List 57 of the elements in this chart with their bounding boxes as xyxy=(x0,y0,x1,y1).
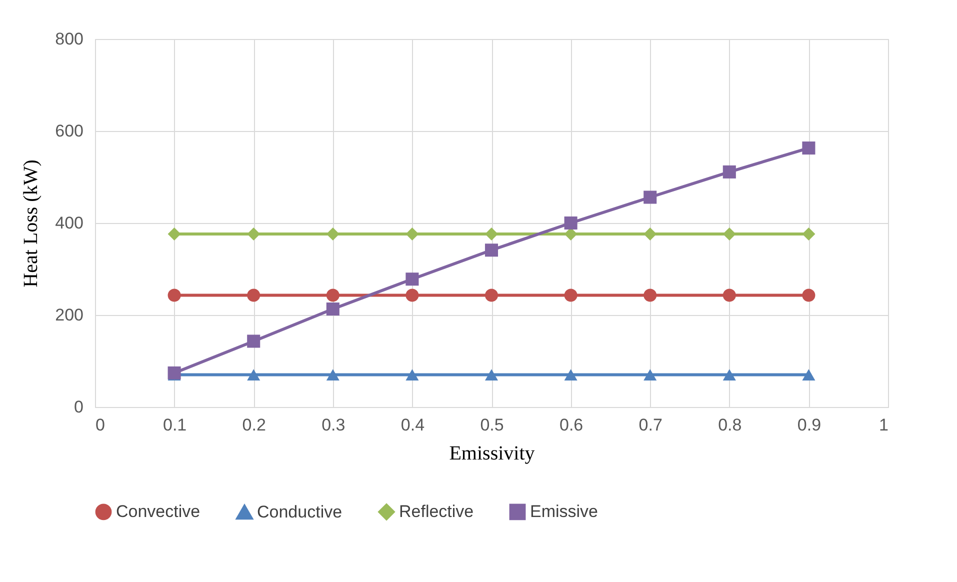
legend-label: Reflective xyxy=(399,502,474,521)
x-tick-label: 0.8 xyxy=(718,416,742,434)
point xyxy=(484,228,498,241)
point xyxy=(326,228,340,241)
point xyxy=(247,288,260,302)
point xyxy=(168,288,181,302)
legend-label: Conductive xyxy=(257,502,342,522)
point xyxy=(326,302,340,316)
point xyxy=(406,272,419,286)
x-tick-label: 0.5 xyxy=(480,416,504,434)
y-axis-title: Heat Loss (kW) xyxy=(20,160,42,288)
point xyxy=(326,288,340,302)
point xyxy=(722,369,736,380)
point xyxy=(802,369,816,380)
x-tick-label: 0 xyxy=(96,416,105,434)
point xyxy=(644,288,657,302)
point xyxy=(168,366,181,380)
point xyxy=(722,165,736,178)
point xyxy=(802,288,816,302)
y-tick-label: 600 xyxy=(55,122,84,140)
point xyxy=(644,228,657,241)
point xyxy=(406,288,419,302)
point xyxy=(168,228,181,241)
point xyxy=(326,369,340,380)
point xyxy=(802,228,816,241)
point xyxy=(564,228,578,241)
point xyxy=(247,228,260,241)
x-tick-label: 0.2 xyxy=(242,416,266,434)
point xyxy=(802,142,816,155)
x-tick-label: 0.6 xyxy=(559,416,584,434)
x-tick-label: 0.3 xyxy=(322,416,346,434)
y-tick-label: 800 xyxy=(55,30,84,48)
point xyxy=(564,288,578,302)
x-tick-label: 0.7 xyxy=(638,416,662,434)
point xyxy=(564,369,578,380)
y-tick-label: 200 xyxy=(55,306,84,324)
point xyxy=(644,190,657,204)
x-tick-label: 0.1 xyxy=(162,416,187,434)
x-tick-label: 0.9 xyxy=(797,416,822,434)
point xyxy=(406,228,419,241)
legend-label: Convective xyxy=(116,502,200,521)
x-tick-label: 1 xyxy=(879,416,888,434)
point xyxy=(406,369,419,380)
x-tick-label: 0.4 xyxy=(400,416,425,434)
point xyxy=(722,288,736,302)
x-axis-title: Emissivity xyxy=(449,442,535,464)
point xyxy=(247,369,260,380)
point xyxy=(484,244,498,257)
point xyxy=(644,369,657,380)
point xyxy=(484,288,498,302)
point xyxy=(722,228,736,241)
point xyxy=(247,334,260,348)
point xyxy=(484,369,498,380)
y-tick-label: 400 xyxy=(55,214,84,232)
y-tick-label: 0 xyxy=(74,398,84,416)
point xyxy=(564,216,578,230)
legend-label: Emissive xyxy=(530,502,598,521)
